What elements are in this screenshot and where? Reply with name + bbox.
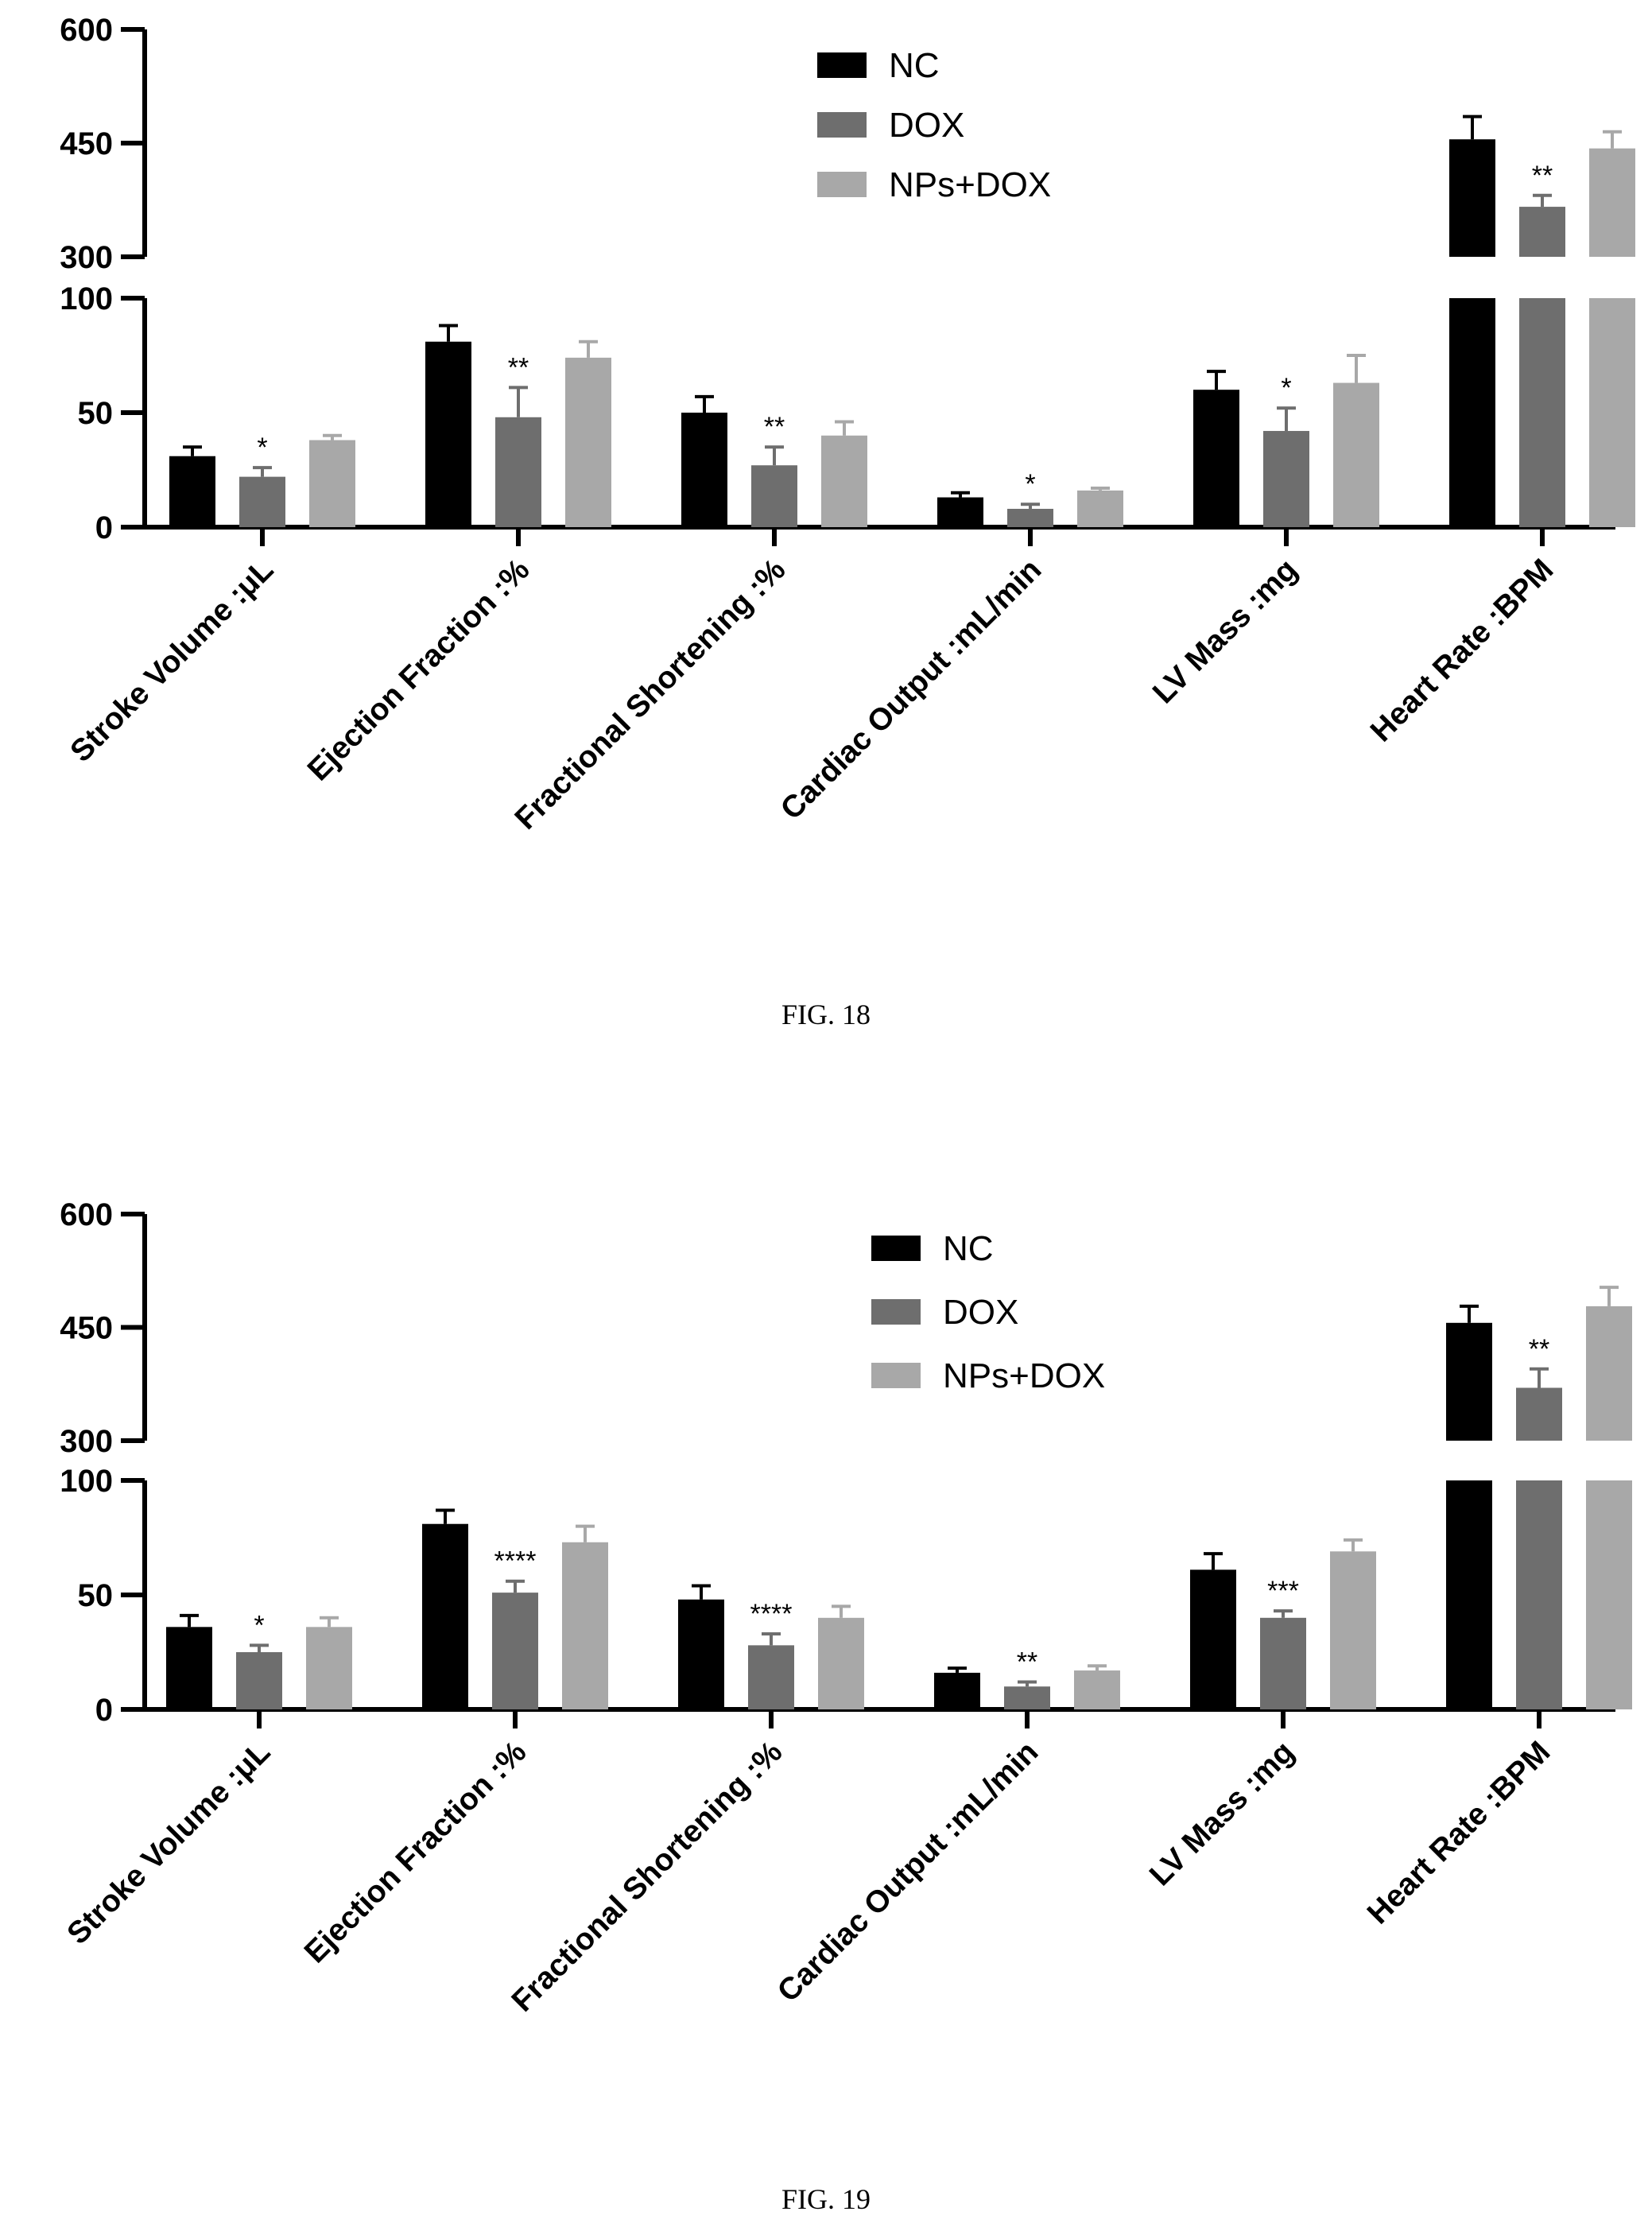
fig18-y-tick-label: 50 xyxy=(78,396,114,431)
fig19-category-label: Ejection Fraction :% xyxy=(298,1735,533,1969)
fig19-significance-mark: **** xyxy=(494,1546,537,1577)
fig18-y-tick-label: 0 xyxy=(95,510,113,545)
fig19-bar xyxy=(1074,1670,1120,1709)
fig19-legend-label: NC xyxy=(943,1229,994,1268)
fig18-legend-label: NPs+DOX xyxy=(889,165,1051,204)
fig18-y-tick-label: 450 xyxy=(60,126,113,161)
fig19-legend-swatch xyxy=(871,1236,921,1261)
fig18-bar xyxy=(937,497,983,527)
fig19-bar xyxy=(562,1542,608,1709)
fig19-bar xyxy=(1004,1686,1050,1709)
fig18-significance-mark: ** xyxy=(508,352,529,382)
fig19-bar xyxy=(818,1617,864,1709)
fig19-bar xyxy=(422,1523,468,1709)
fig18-bar xyxy=(681,413,727,527)
fig18-y-tick-label: 300 xyxy=(60,240,113,275)
fig19-y-tick-label: 300 xyxy=(60,1424,113,1459)
fig19-y-tick-label: 50 xyxy=(78,1578,114,1613)
fig18-legend-swatch xyxy=(817,52,867,78)
fig19-bar xyxy=(236,1652,282,1709)
fig19-significance-mark: **** xyxy=(750,1599,793,1629)
fig18-bar xyxy=(239,476,285,527)
fig18-category-label: Ejection Fraction :% xyxy=(301,553,536,787)
fig18-legend-swatch xyxy=(817,172,867,197)
fig19-legend-swatch xyxy=(871,1299,921,1325)
fig19-y-tick-label: 100 xyxy=(60,1464,113,1499)
fig18-bar xyxy=(1263,431,1309,527)
fig18-legend-label: DOX xyxy=(889,106,964,145)
fig18-significance-mark: * xyxy=(1281,373,1291,403)
fig18-bar xyxy=(751,465,797,527)
fig18-bar xyxy=(1589,148,1635,257)
fig19-bar xyxy=(1446,1480,1492,1709)
fig18-y-tick-label: 100 xyxy=(60,281,113,316)
fig19-significance-mark: ** xyxy=(1017,1647,1037,1677)
fig19-bar xyxy=(678,1599,724,1709)
fig19-significance-mark: ** xyxy=(1529,1334,1549,1364)
fig18-y-tick-label: 600 xyxy=(60,13,113,48)
fig18-category-label: Heart Rate :BPM xyxy=(1364,553,1560,748)
fig18-bar xyxy=(821,435,867,527)
fig19-bar xyxy=(1190,1569,1236,1709)
fig19-bar xyxy=(1516,1387,1562,1441)
fig19-bar xyxy=(1260,1617,1306,1709)
fig19-bar xyxy=(1586,1306,1632,1441)
fig18-category-label: Fractional Shortening :% xyxy=(509,553,793,836)
fig18-bar xyxy=(565,357,611,527)
fig19-bar xyxy=(1446,1322,1492,1441)
fig18-bar xyxy=(1519,298,1565,527)
fig19-significance-mark: *** xyxy=(1267,1576,1299,1606)
fig18-significance-mark: ** xyxy=(764,412,785,442)
fig19-significance-mark: * xyxy=(254,1610,264,1640)
fig19-y-tick-label: 600 xyxy=(60,1197,113,1232)
fig18-significance-mark: ** xyxy=(1532,161,1553,191)
fig18-legend-label: NC xyxy=(889,46,940,85)
fig19-category-label: Fractional Shortening :% xyxy=(506,1735,789,2019)
fig19-bar xyxy=(748,1645,794,1709)
fig18-significance-mark: * xyxy=(1025,469,1035,499)
fig19-y-tick-label: 450 xyxy=(60,1311,113,1346)
fig18-significance-mark: * xyxy=(257,433,267,463)
fig19-category-label: Heart Rate :BPM xyxy=(1361,1735,1557,1930)
fig18-bar xyxy=(1193,390,1239,527)
fig19-legend-swatch xyxy=(871,1363,921,1388)
fig18-category-label: Stroke Volume :μL xyxy=(64,553,280,769)
fig18-category-label: Cardiac Output :mL/min xyxy=(774,553,1048,826)
fig18-bar xyxy=(1519,207,1565,257)
fig19-category-label: Stroke Volume :μL xyxy=(60,1735,277,1951)
fig19-bar xyxy=(934,1672,980,1709)
fig18-bar xyxy=(169,456,215,527)
figure-18-caption: FIG. 18 xyxy=(781,999,871,1030)
fig18-bar xyxy=(1589,298,1635,527)
fig18-bar xyxy=(1333,382,1379,527)
fig19-category-label: LV Mass :mg xyxy=(1143,1735,1301,1892)
fig18-bar xyxy=(309,440,355,527)
fig19-y-tick-label: 0 xyxy=(95,1693,113,1728)
fig18-bar xyxy=(1007,508,1053,527)
fig18-bar xyxy=(1077,490,1123,527)
fig18-bar xyxy=(1449,298,1495,527)
figure-19-caption: FIG. 19 xyxy=(781,2183,871,2215)
fig18-bar xyxy=(1449,139,1495,257)
fig19-bar xyxy=(166,1627,212,1709)
fig18-bar xyxy=(495,417,541,527)
fig19-legend-label: NPs+DOX xyxy=(943,1356,1105,1395)
fig19-category-label: Cardiac Output :mL/min xyxy=(771,1735,1045,2008)
fig19-legend-label: DOX xyxy=(943,1293,1018,1332)
fig19-bar xyxy=(492,1593,538,1709)
fig18-legend-swatch xyxy=(817,112,867,138)
fig19-bar xyxy=(1330,1551,1376,1709)
fig19-bar xyxy=(1516,1480,1562,1709)
fig18-category-label: LV Mass :mg xyxy=(1146,553,1304,710)
fig19-bar xyxy=(1586,1480,1632,1709)
fig18-bar xyxy=(425,341,471,527)
fig19-bar xyxy=(306,1627,352,1709)
